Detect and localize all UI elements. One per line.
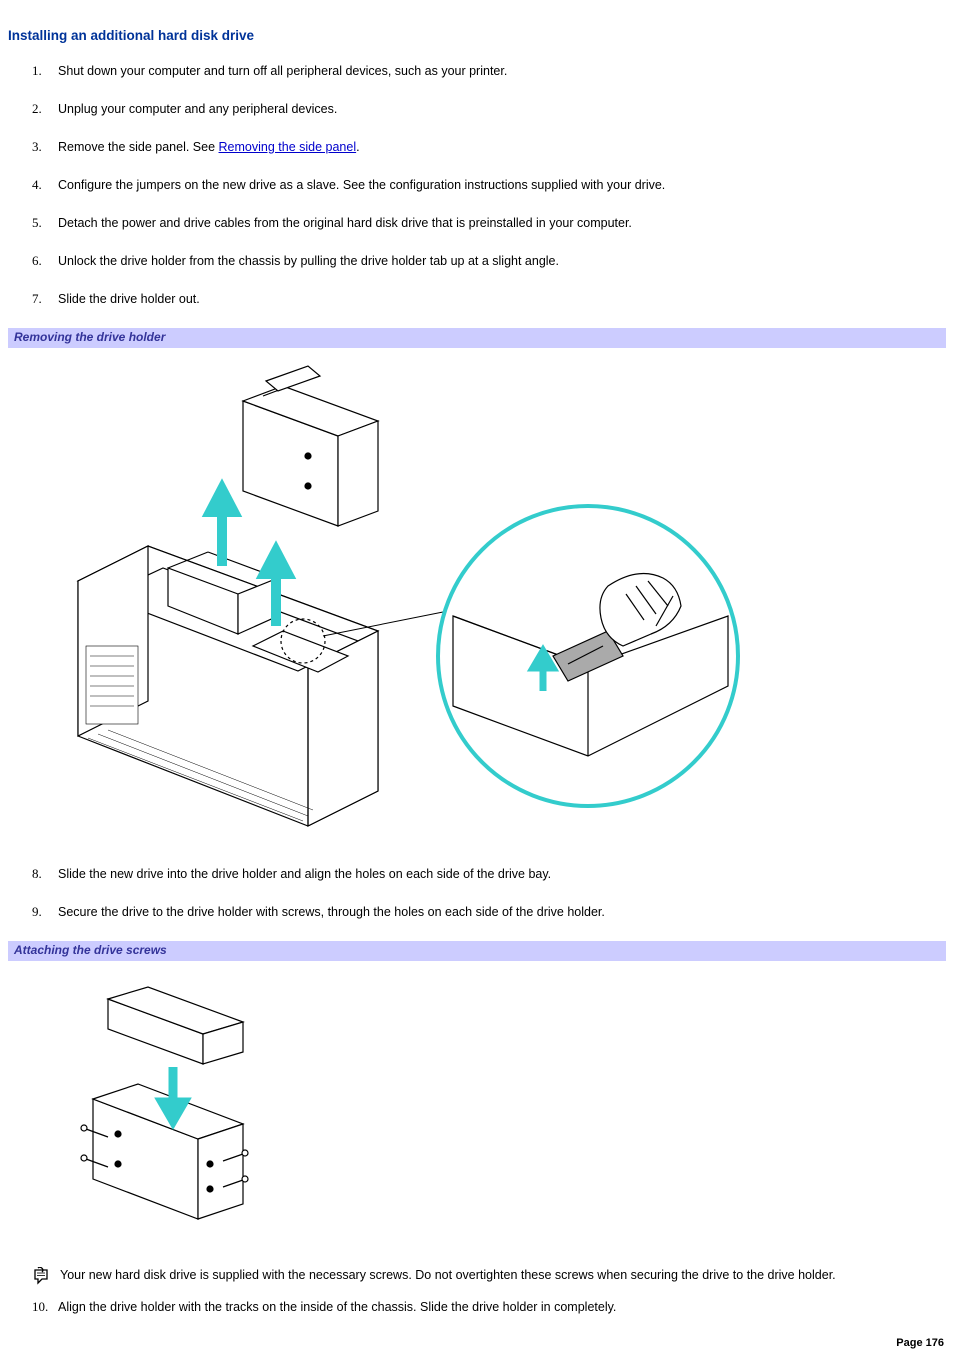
- step-item: Unlock the drive holder from the chassis…: [58, 252, 946, 270]
- note-text: Your new hard disk drive is supplied wit…: [60, 1266, 836, 1284]
- step-item: Secure the drive to the drive holder wit…: [58, 903, 946, 921]
- step-item: Slide the new drive into the drive holde…: [58, 865, 946, 883]
- step-item: Shut down your computer and turn off all…: [58, 62, 946, 80]
- cross-reference-link[interactable]: Removing the side panel: [219, 140, 357, 154]
- step-item: Detach the power and drive cables from t…: [58, 214, 946, 232]
- step-text: .: [356, 140, 359, 154]
- step-item: Align the drive holder with the tracks o…: [58, 1298, 946, 1316]
- step-item: Unplug your computer and any peripheral …: [58, 100, 946, 118]
- steps-list-part2: Slide the new drive into the drive holde…: [8, 865, 946, 921]
- steps-list-part1: Shut down your computer and turn off all…: [8, 62, 946, 309]
- step-item: Configure the jumpers on the new drive a…: [58, 176, 946, 194]
- page-number: Page 176: [8, 1336, 946, 1352]
- diagram-drive-holder-removal: [8, 356, 768, 846]
- note-block: Your new hard disk drive is supplied wit…: [32, 1266, 946, 1290]
- diagram-drive-screws: [48, 969, 268, 1229]
- figure-removing-drive-holder: [8, 348, 946, 865]
- step-item: Slide the drive holder out.: [58, 290, 946, 308]
- section-heading: Installing an additional hard disk drive: [8, 26, 946, 46]
- figure-caption: Removing the drive holder: [8, 328, 946, 347]
- step-text: Remove the side panel. See: [58, 140, 219, 154]
- note-icon: [32, 1267, 54, 1290]
- figure-caption: Attaching the drive screws: [8, 941, 946, 960]
- step-item: Remove the side panel. See Removing the …: [58, 138, 946, 156]
- steps-list-part3: Align the drive holder with the tracks o…: [8, 1298, 946, 1316]
- figure-attaching-screws: [8, 961, 946, 1248]
